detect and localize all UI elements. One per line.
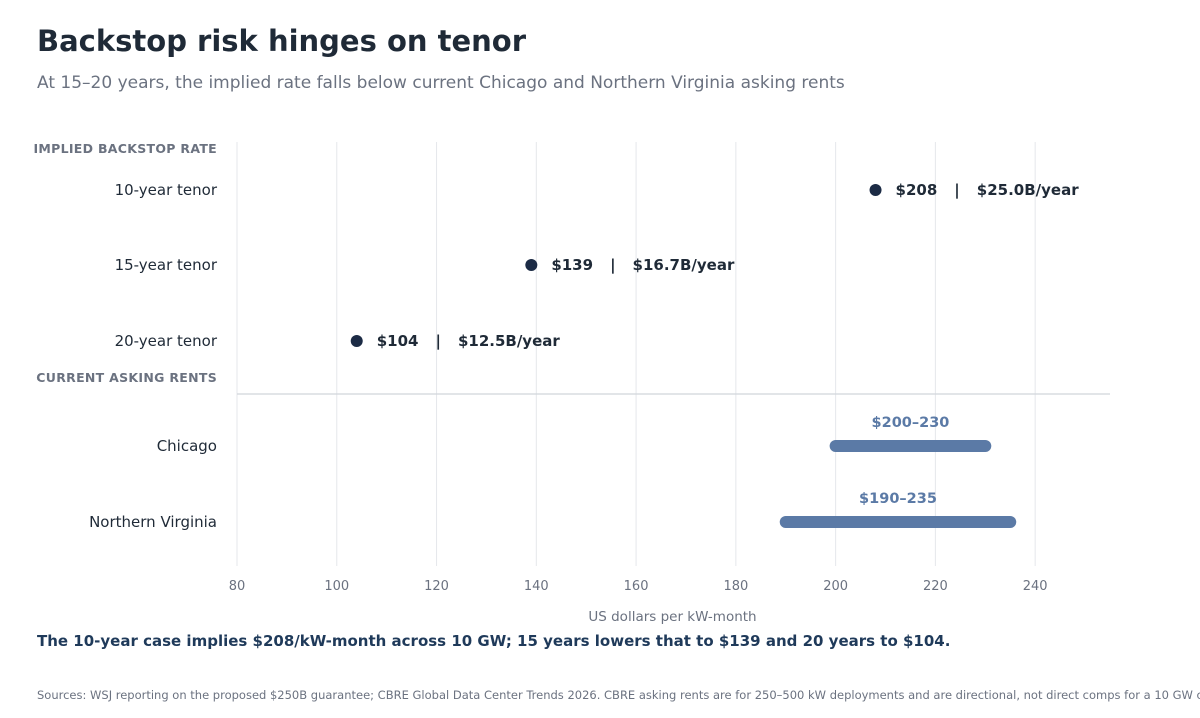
chart-title: Backstop risk hinges on tenor	[37, 24, 527, 58]
annual-value-label: $12.5B/year	[458, 332, 560, 350]
label-separator: |	[610, 256, 615, 275]
point-data-label: $208 | $25.0B/year	[896, 181, 1080, 200]
x-tick-label: 200	[823, 579, 848, 594]
section-label: CURRENT ASKING RENTS	[36, 370, 217, 385]
data-point	[525, 259, 538, 271]
x-tick-label: 100	[324, 579, 349, 594]
label-separator: |	[435, 332, 440, 351]
rate-value-label: $104	[377, 332, 419, 350]
label-separator: |	[954, 181, 959, 200]
x-tick-label: 240	[1023, 579, 1048, 594]
point-data-label: $104 | $12.5B/year	[377, 332, 561, 351]
row-label: Northern Virginia	[89, 513, 217, 531]
takeaway-text: The 10-year case implies $208/kW-month a…	[37, 632, 951, 650]
data-point	[350, 335, 363, 347]
x-tick-label: 140	[524, 579, 549, 594]
rate-value-label: $208	[896, 181, 938, 199]
x-tick-label: 160	[624, 579, 649, 594]
range-data-label: $190–235	[859, 491, 937, 507]
chart-marks: $208 | $25.0B/year $139 | $16.7B/year $104 | $12…	[350, 181, 1080, 528]
x-tick-label: 80	[229, 579, 246, 594]
dot-range-chart: 80 100 120 140 160 180 200 220 240 US dollars pe…	[33, 141, 1110, 625]
annual-value-label: $25.0B/year	[977, 181, 1079, 199]
row-label: 15-year tenor	[115, 256, 218, 274]
rate-value-label: $139	[551, 256, 593, 274]
x-tick-label: 180	[723, 579, 748, 594]
x-axis-label: US dollars per kW-month	[588, 609, 756, 625]
data-point	[869, 184, 882, 196]
x-tick-label: 120	[424, 579, 449, 594]
point-data-label: $139 | $16.7B/year	[551, 256, 735, 275]
row-label: 20-year tenor	[115, 332, 218, 350]
range-data-label: $200–230	[872, 415, 950, 431]
x-axis-ticks: 80 100 120 140 160 180 200 220 240	[229, 579, 1048, 594]
section-label: IMPLIED BACKSTOP RATE	[33, 141, 217, 156]
sources-note: Sources: WSJ reporting on the proposed $…	[37, 688, 1200, 702]
row-label: 10-year tenor	[115, 181, 218, 199]
annual-value-label: $16.7B/year	[633, 256, 735, 274]
x-tick-label: 220	[923, 579, 948, 594]
row-labels: IMPLIED BACKSTOP RATE 10-year tenor 15-yea…	[33, 141, 217, 531]
row-label: Chicago	[157, 437, 217, 455]
grid-layer	[236, 142, 1036, 566]
chart-subtitle: At 15–20 years, the implied rate falls b…	[37, 73, 845, 93]
